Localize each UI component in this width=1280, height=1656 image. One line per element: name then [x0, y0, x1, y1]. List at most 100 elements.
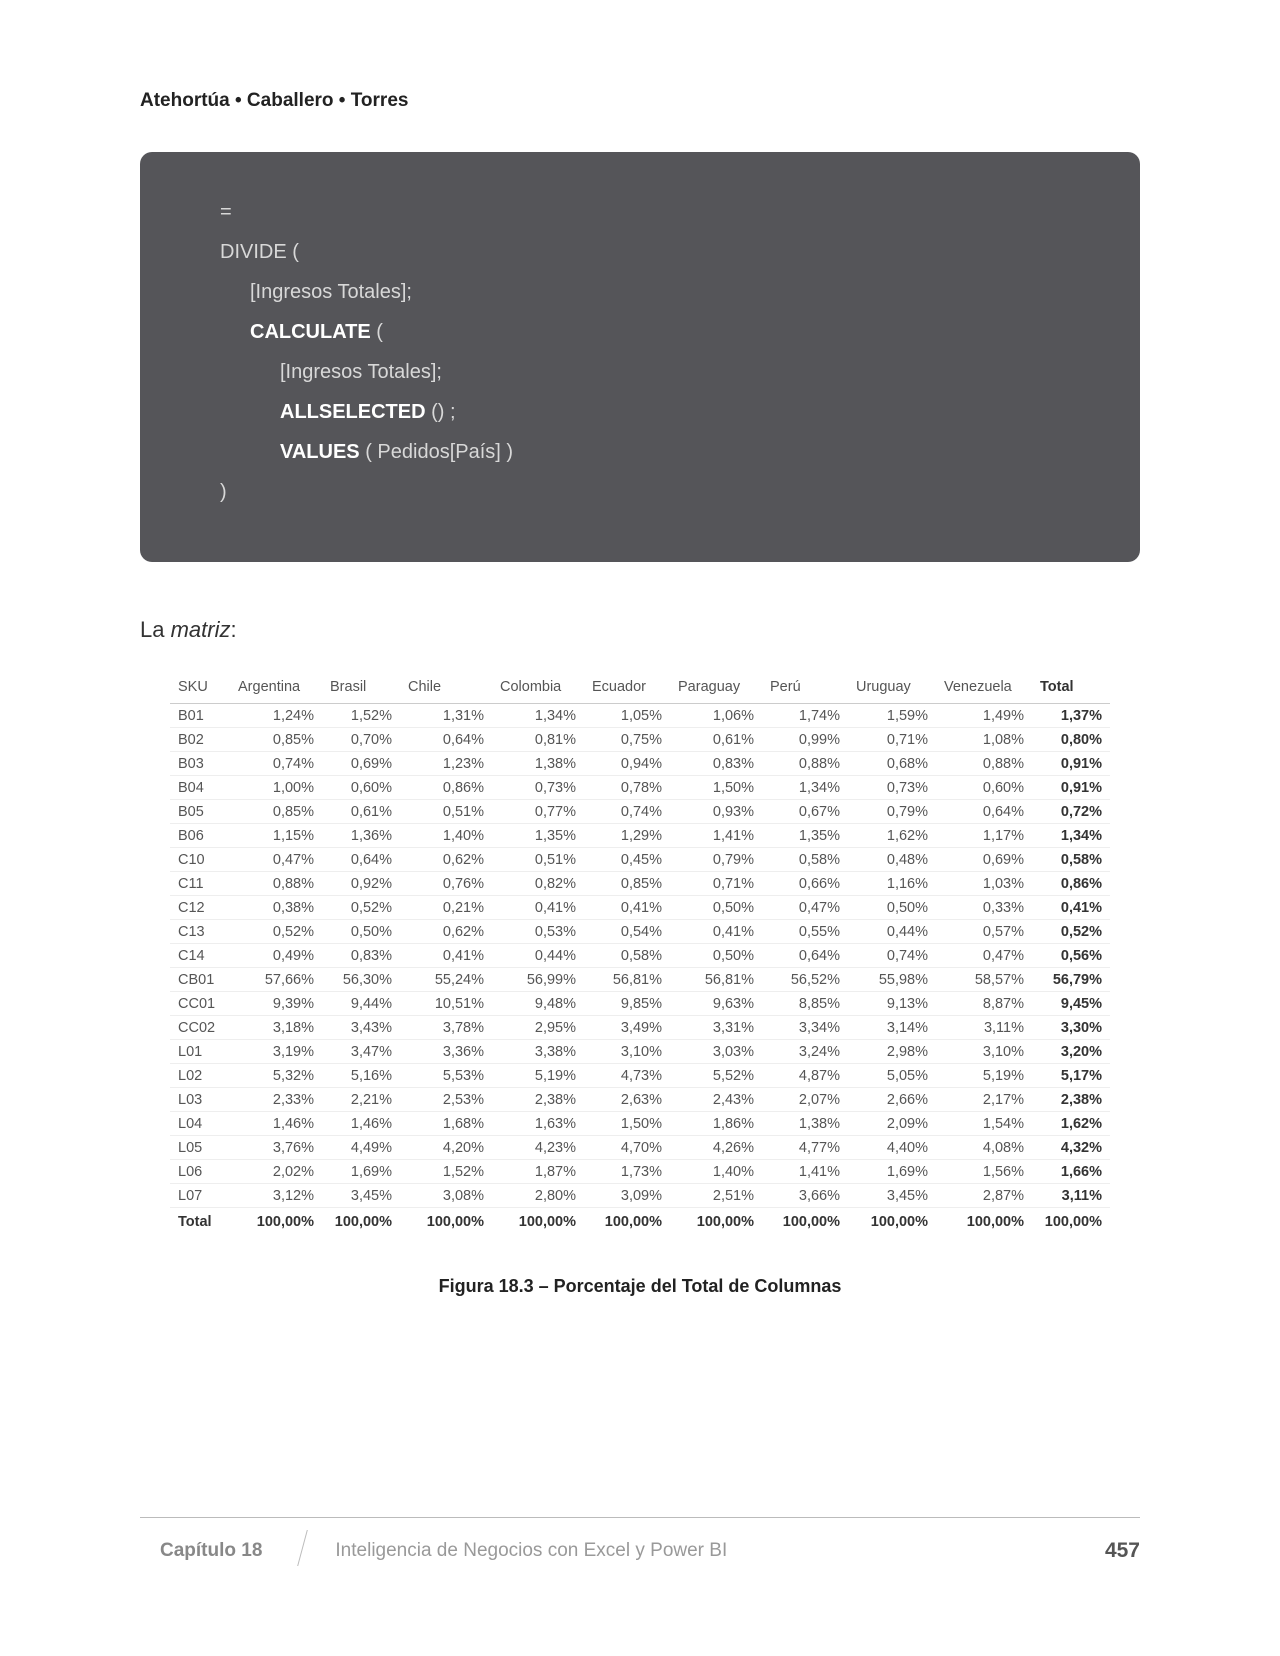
value-cell: 1,46%: [322, 1112, 400, 1136]
value-cell: 0,85%: [230, 728, 322, 752]
value-cell: 9,13%: [848, 992, 936, 1016]
value-cell: 1,05%: [584, 704, 670, 728]
value-cell: 2,63%: [584, 1088, 670, 1112]
value-cell: 3,34%: [762, 1016, 848, 1040]
value-cell: 3,08%: [400, 1184, 492, 1208]
total-value: 100,00%: [400, 1208, 492, 1234]
value-cell: 0,66%: [762, 872, 848, 896]
value-cell: 5,19%: [492, 1064, 584, 1088]
value-cell: 0,61%: [670, 728, 762, 752]
value-cell: 0,62%: [400, 848, 492, 872]
value-cell: 1,23%: [400, 752, 492, 776]
value-cell: 0,50%: [848, 896, 936, 920]
code-line: =: [220, 192, 1090, 232]
total-value: 100,00%: [670, 1208, 762, 1234]
value-cell: 0,52%: [230, 920, 322, 944]
value-cell: 2,38%: [1032, 1088, 1110, 1112]
matrix-caption-prefix: La: [140, 617, 171, 642]
value-cell: 1,68%: [400, 1112, 492, 1136]
column-header: Paraguay: [670, 673, 762, 704]
value-cell: 0,21%: [400, 896, 492, 920]
column-header: Chile: [400, 673, 492, 704]
table-row: B011,24%1,52%1,31%1,34%1,05%1,06%1,74%1,…: [170, 704, 1110, 728]
value-cell: 0,50%: [670, 944, 762, 968]
value-cell: 2,51%: [670, 1184, 762, 1208]
table-row: L025,32%5,16%5,53%5,19%4,73%5,52%4,87%5,…: [170, 1064, 1110, 1088]
value-cell: 0,45%: [584, 848, 670, 872]
value-cell: 1,34%: [1032, 824, 1110, 848]
sku-cell: C13: [170, 920, 230, 944]
sku-cell: C12: [170, 896, 230, 920]
value-cell: 0,44%: [492, 944, 584, 968]
value-cell: 4,08%: [936, 1136, 1032, 1160]
value-cell: 3,11%: [1032, 1184, 1110, 1208]
value-cell: 9,48%: [492, 992, 584, 1016]
value-cell: 0,60%: [936, 776, 1032, 800]
value-cell: 3,66%: [762, 1184, 848, 1208]
code-token: (: [287, 241, 299, 263]
value-cell: 2,66%: [848, 1088, 936, 1112]
value-cell: 5,32%: [230, 1064, 322, 1088]
value-cell: 0,62%: [400, 920, 492, 944]
value-cell: 0,57%: [936, 920, 1032, 944]
value-cell: 0,74%: [584, 800, 670, 824]
value-cell: 0,64%: [762, 944, 848, 968]
code-line: [Ingresos Totales];: [220, 352, 1090, 392]
value-cell: 0,41%: [400, 944, 492, 968]
value-cell: 0,50%: [670, 896, 762, 920]
value-cell: 1,00%: [230, 776, 322, 800]
value-cell: 3,03%: [670, 1040, 762, 1064]
value-cell: 0,88%: [230, 872, 322, 896]
value-cell: 1,15%: [230, 824, 322, 848]
code-line: [Ingresos Totales];: [220, 272, 1090, 312]
figure-caption: Figura 18.3 – Porcentaje del Total de Co…: [140, 1276, 1140, 1297]
sku-cell: L01: [170, 1040, 230, 1064]
table-row: L053,76%4,49%4,20%4,23%4,70%4,26%4,77%4,…: [170, 1136, 1110, 1160]
total-value: 100,00%: [762, 1208, 848, 1234]
value-cell: 3,49%: [584, 1016, 670, 1040]
value-cell: 2,95%: [492, 1016, 584, 1040]
value-cell: 0,88%: [936, 752, 1032, 776]
total-label: Total: [170, 1208, 230, 1234]
value-cell: 4,23%: [492, 1136, 584, 1160]
value-cell: 1,69%: [848, 1160, 936, 1184]
value-cell: 2,17%: [936, 1088, 1032, 1112]
value-cell: 0,86%: [1032, 872, 1110, 896]
table-row: L073,12%3,45%3,08%2,80%3,09%2,51%3,66%3,…: [170, 1184, 1110, 1208]
keyword-token: CALCULATE: [250, 321, 371, 343]
value-cell: 0,51%: [492, 848, 584, 872]
value-cell: 0,56%: [1032, 944, 1110, 968]
value-cell: 3,31%: [670, 1016, 762, 1040]
code-line: CALCULATE (: [220, 312, 1090, 352]
sku-cell: L07: [170, 1184, 230, 1208]
code-token: ( Pedidos[País] ): [360, 441, 513, 463]
sku-cell: B01: [170, 704, 230, 728]
percentage-matrix-table: SKUArgentinaBrasilChileColombiaEcuadorPa…: [170, 673, 1110, 1234]
value-cell: 0,76%: [400, 872, 492, 896]
value-cell: 1,56%: [936, 1160, 1032, 1184]
keyword-token: ALLSELECTED: [280, 401, 426, 423]
sku-cell: L05: [170, 1136, 230, 1160]
value-cell: 2,33%: [230, 1088, 322, 1112]
value-cell: 2,98%: [848, 1040, 936, 1064]
value-cell: 0,74%: [848, 944, 936, 968]
value-cell: 9,63%: [670, 992, 762, 1016]
value-cell: 4,20%: [400, 1136, 492, 1160]
value-cell: 0,41%: [492, 896, 584, 920]
value-cell: 4,73%: [584, 1064, 670, 1088]
table-row: C120,38%0,52%0,21%0,41%0,41%0,50%0,47%0,…: [170, 896, 1110, 920]
dax-code-block: = DIVIDE ( [Ingresos Totales];CALCULATE ([…: [140, 152, 1140, 562]
value-cell: 0,71%: [848, 728, 936, 752]
code-token: DIVIDE: [220, 241, 287, 263]
value-cell: 0,55%: [762, 920, 848, 944]
value-cell: 1,31%: [400, 704, 492, 728]
value-cell: 57,66%: [230, 968, 322, 992]
code-line: VALUES ( Pedidos[País] ): [220, 432, 1090, 472]
value-cell: 56,79%: [1032, 968, 1110, 992]
column-header: Ecuador: [584, 673, 670, 704]
table-row: C140,49%0,83%0,41%0,44%0,58%0,50%0,64%0,…: [170, 944, 1110, 968]
value-cell: 0,58%: [1032, 848, 1110, 872]
column-header: SKU: [170, 673, 230, 704]
value-cell: 3,47%: [322, 1040, 400, 1064]
table-row: B050,85%0,61%0,51%0,77%0,74%0,93%0,67%0,…: [170, 800, 1110, 824]
